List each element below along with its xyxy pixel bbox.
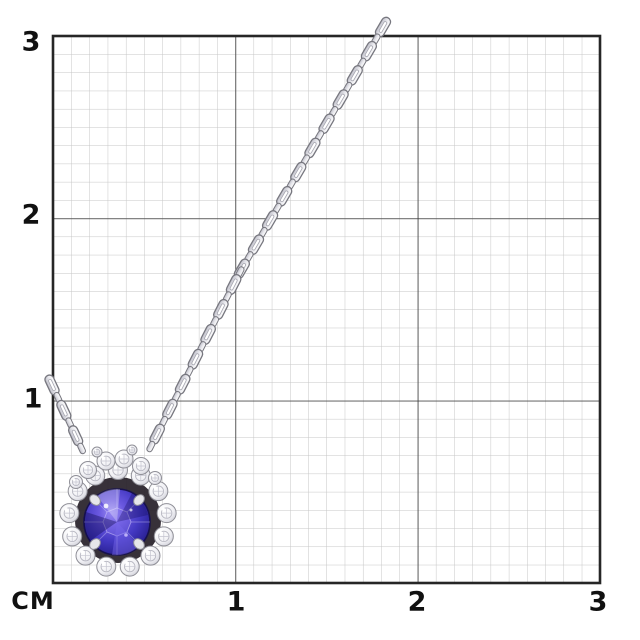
blue-gemstone	[83, 488, 151, 556]
stone-prongs	[89, 494, 145, 550]
y-axis-label-3: 3	[21, 26, 41, 58]
pendant-bail-cluster	[69, 444, 162, 489]
x-axis-label-3: 3	[588, 586, 608, 618]
halo-pendant	[59, 444, 177, 577]
x-axis-label-2: 2	[407, 586, 427, 618]
y-axis-label-1: 1	[23, 383, 43, 415]
y-axis-label-2: 2	[21, 199, 41, 231]
x-axis-label-1: 1	[226, 586, 246, 618]
unit-label-cm: СМ	[11, 587, 55, 615]
grid-border	[51, 34, 602, 585]
necklace-chain	[44, 16, 392, 455]
